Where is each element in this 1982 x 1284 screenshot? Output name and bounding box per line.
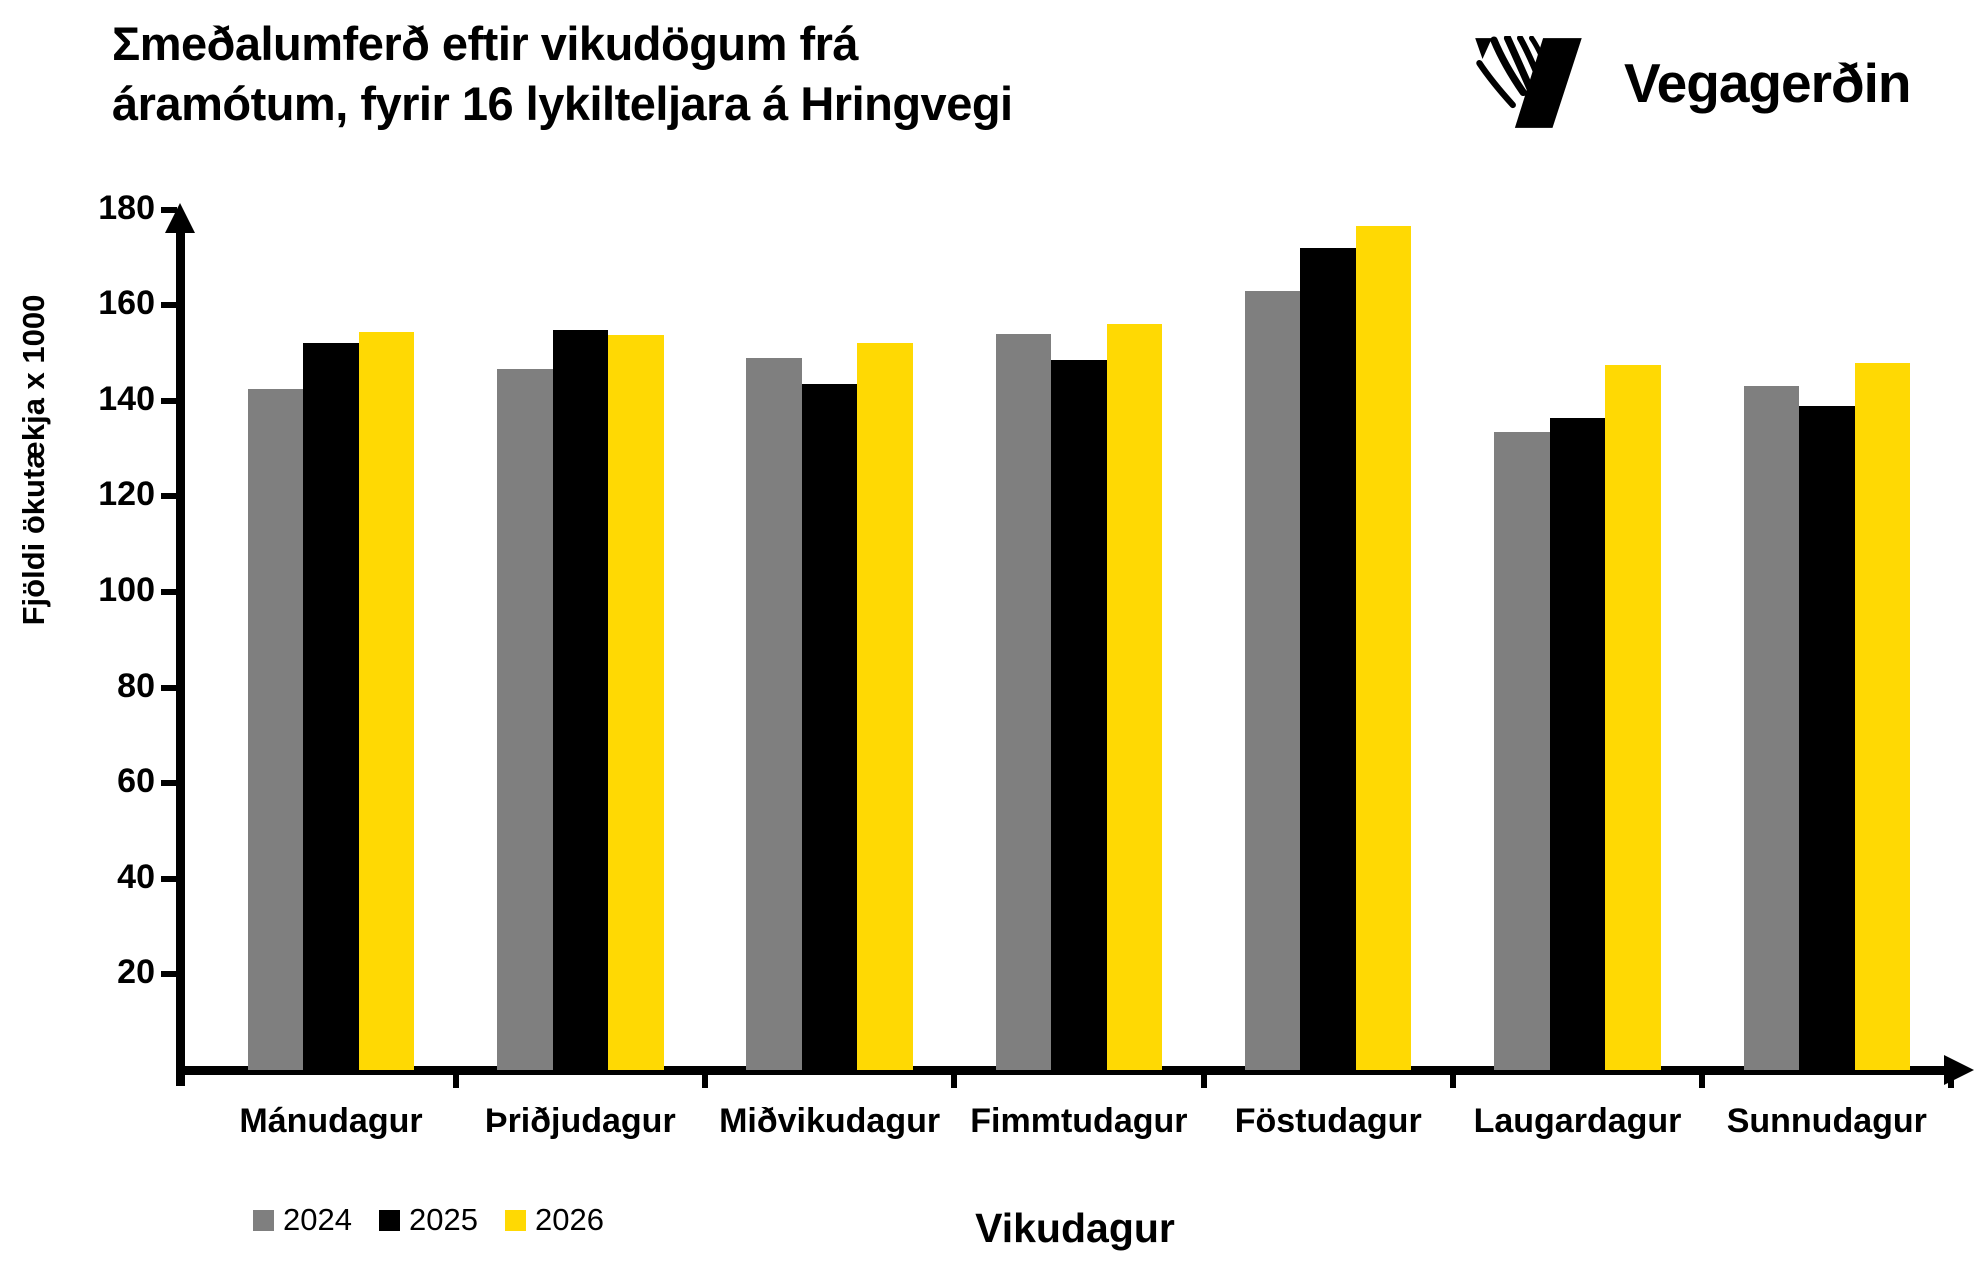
y-axis-line	[176, 214, 185, 1086]
bar-2026-Þriðjudagur	[608, 334, 664, 1070]
bar-2026-Föstudagur	[1355, 226, 1412, 1070]
legend-label-2026: 2026	[535, 1202, 604, 1237]
legend-item-2025: 2025	[379, 1202, 478, 1238]
bar-2025-Þriðjudagur	[552, 330, 609, 1070]
bar-2024-Miðvikudagur	[746, 357, 802, 1070]
bar-2024-Fimmtudagur	[995, 333, 1052, 1070]
y-tick-label: 160	[98, 284, 155, 323]
y-tick-label: 40	[117, 857, 155, 896]
x-tick-mark	[951, 1066, 958, 1088]
x-tick-mark	[1449, 1066, 1456, 1088]
legend-item-2024: 2024	[253, 1202, 352, 1238]
bar-2025-Fimmtudagur	[1051, 360, 1107, 1070]
x-category-label: Fimmtudagur	[970, 1102, 1188, 1140]
bar-2025-Föstudagur	[1300, 247, 1356, 1070]
y-tick-label: 180	[98, 188, 155, 227]
x-category-label: Miðvikudagur	[719, 1102, 941, 1140]
x-category-label: Þriðjudagur	[484, 1102, 676, 1140]
y-tick-mark	[161, 206, 177, 213]
bar-2026-Miðvikudagur	[857, 343, 913, 1070]
x-category-label: Sunnudagur	[1726, 1102, 1927, 1140]
legend-swatch-2026	[505, 1209, 526, 1231]
y-tick-mark	[161, 493, 177, 500]
x-tick-mark	[1200, 1066, 1207, 1088]
bar-2024-Mánudagur	[247, 388, 304, 1070]
y-tick-mark	[161, 397, 177, 404]
y-tick-mark	[161, 684, 177, 691]
x-tick-mark	[452, 1066, 459, 1088]
chart-title-line1: Σmeðalumferð eftir vikudögum frá	[112, 17, 859, 70]
x-category-label: Laugardagur	[1473, 1102, 1682, 1140]
vegagerdin-logo-icon	[1475, 36, 1582, 128]
y-tick-label: 100	[98, 571, 155, 609]
x-tick-mark	[701, 1066, 708, 1088]
y-tick-label: 80	[117, 666, 155, 705]
y-tick-mark	[161, 971, 177, 978]
x-category-label: Föstudagur	[1234, 1102, 1422, 1140]
y-tick-label: 140	[98, 379, 155, 418]
vegagerdin-logo: Vegagerðin	[1472, 36, 1911, 130]
bar-2024-Þriðjudagur	[497, 368, 553, 1070]
legend-swatch-2025	[379, 1209, 400, 1231]
y-tick-label: 60	[117, 762, 155, 801]
bar-2026-Sunnudagur	[1854, 362, 1911, 1070]
y-tick-mark	[161, 780, 177, 787]
vegagerdin-logo-text: Vegagerðin	[1624, 52, 1911, 114]
x-tick-mark	[1699, 1066, 1706, 1088]
chart-title: Σmeðalumferð eftir vikudögum frá áramótu…	[112, 14, 1212, 134]
bar-2024-Laugardagur	[1494, 431, 1550, 1070]
x-tick-mark	[1948, 1066, 1955, 1088]
bar-2025-Sunnudagur	[1799, 405, 1855, 1070]
legend-label-2024: 2024	[283, 1202, 352, 1237]
y-tick-label: 20	[117, 953, 155, 992]
x-axis-line	[176, 1066, 1948, 1075]
x-axis-title: Vikudagur	[975, 1205, 1175, 1251]
bar-2025-Laugardagur	[1549, 418, 1606, 1070]
bar-2026-Fimmtudagur	[1106, 324, 1163, 1070]
chart-title-line2: áramótum, fyrir 16 lykilteljara á Hringv…	[112, 77, 1013, 130]
bar-2024-Sunnudagur	[1743, 386, 1800, 1070]
bar-2025-Miðvikudagur	[801, 384, 858, 1070]
y-tick-label: 120	[98, 475, 155, 514]
bar-2025-Mánudagur	[303, 343, 359, 1070]
bar-2024-Föstudagur	[1244, 290, 1301, 1070]
bar-2026-Laugardagur	[1605, 364, 1661, 1070]
y-tick-mark	[161, 589, 177, 595]
y-tick-mark	[161, 302, 177, 309]
bar-2026-Mánudagur	[358, 332, 415, 1070]
legend-item-2026: 2026	[505, 1202, 604, 1238]
y-tick-mark	[161, 875, 177, 882]
legend-label-2025: 2025	[409, 1202, 478, 1237]
x-category-label: Mánudagur	[239, 1102, 423, 1140]
legend-swatch-2024	[253, 1209, 274, 1231]
